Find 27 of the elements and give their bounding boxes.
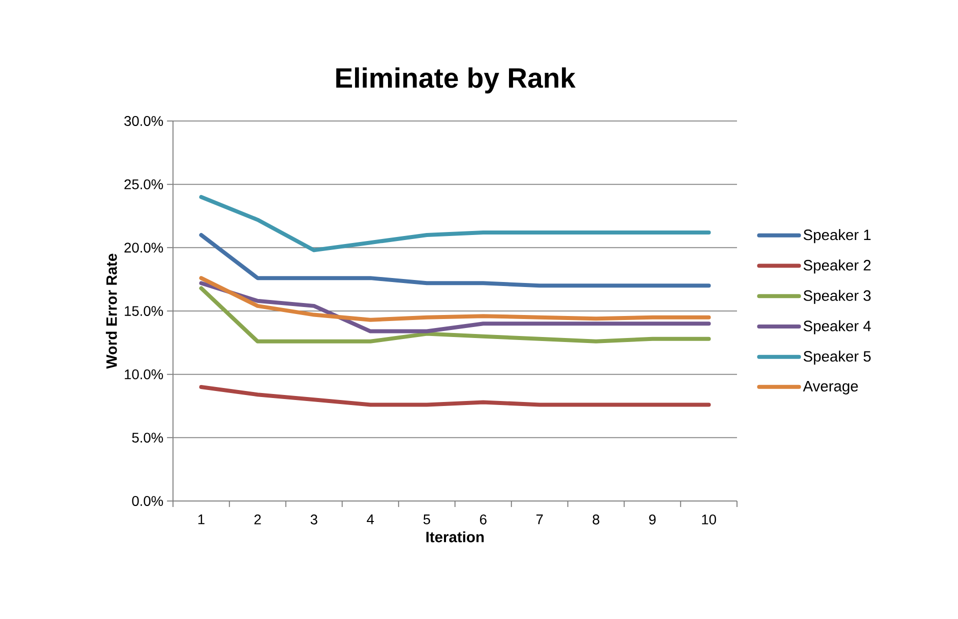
legend-label: Speaker 3 (804, 290, 871, 304)
x-tick-label: 3 (310, 514, 318, 524)
line-series (199, 276, 711, 322)
y-tick-label: 30.0% (124, 116, 163, 126)
legend-label: Speaker 5 (804, 350, 871, 365)
x-tick-label: 8 (592, 514, 600, 524)
x-tick-label: 1 (198, 514, 204, 524)
y-tick-label: 15.0% (124, 306, 163, 316)
y-tick-label: 25.0% (124, 179, 163, 190)
legend-label: Speaker 2 (804, 260, 871, 274)
legend-label: Speaker 4 (804, 320, 871, 334)
y-tick-label: 10.0% (124, 369, 163, 380)
y-axis-title: Word Error Rate (106, 254, 117, 369)
x-tick-label: 6 (480, 514, 486, 524)
x-tick-label: 5 (423, 514, 430, 524)
x-tick-label: 7 (536, 514, 543, 524)
x-tick-label: 4 (366, 514, 374, 524)
legend-label: Average (802, 381, 858, 394)
chart-title: Eliminate by Rank (336, 67, 576, 94)
y-tick-label: 5.0% (132, 432, 163, 443)
x-tick-label: 9 (649, 514, 656, 524)
x-tick-label: 2 (254, 514, 261, 524)
y-tick-label: 0.0% (132, 496, 163, 506)
x-tick-label: 10 (702, 514, 716, 524)
y-tick-label: 20.0% (124, 242, 163, 253)
legend-label: Speaker 1 (804, 229, 871, 244)
x-axis-title: Iteration (426, 531, 484, 542)
